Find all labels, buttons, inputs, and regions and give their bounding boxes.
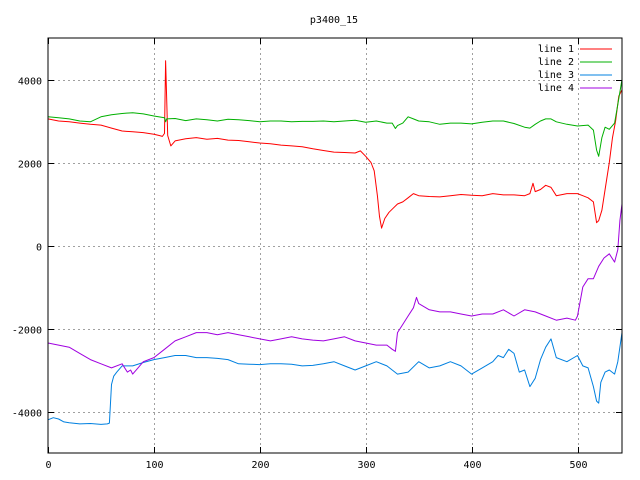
y-tick-label: -2000 bbox=[12, 326, 42, 337]
legend-label: line 4 bbox=[538, 83, 574, 94]
x-tick-label: 0 bbox=[45, 460, 51, 471]
series-line-4 bbox=[47, 203, 623, 375]
legend-label: line 2 bbox=[538, 57, 574, 68]
x-tick-label: 300 bbox=[357, 460, 375, 471]
plot-frame bbox=[47, 37, 623, 454]
series-line-1 bbox=[47, 60, 623, 229]
x-tick-label: 100 bbox=[145, 460, 163, 471]
legend-label: line 3 bbox=[538, 70, 574, 81]
grid bbox=[48, 38, 622, 453]
series-lines bbox=[47, 60, 623, 425]
x-tick-label: 500 bbox=[569, 460, 587, 471]
x-tick-label: 400 bbox=[463, 460, 481, 471]
y-tick-label: 2000 bbox=[18, 160, 42, 171]
y-tick-label: -4000 bbox=[12, 409, 42, 420]
series-line-3 bbox=[47, 332, 623, 425]
legend: line 1 line 2 line 3 line 4 bbox=[538, 44, 612, 94]
x-tick-label: 200 bbox=[251, 460, 269, 471]
y-tick-label: 4000 bbox=[18, 77, 42, 88]
legend-label: line 1 bbox=[538, 44, 574, 55]
y-tick-label: 0 bbox=[36, 243, 42, 254]
series-line-2 bbox=[47, 79, 623, 157]
chart-title: p3400_15 bbox=[310, 15, 358, 26]
axis-ticks: 0 100 200 300 400 500 -4000 -2000 0 2000 4000 bbox=[12, 38, 622, 471]
